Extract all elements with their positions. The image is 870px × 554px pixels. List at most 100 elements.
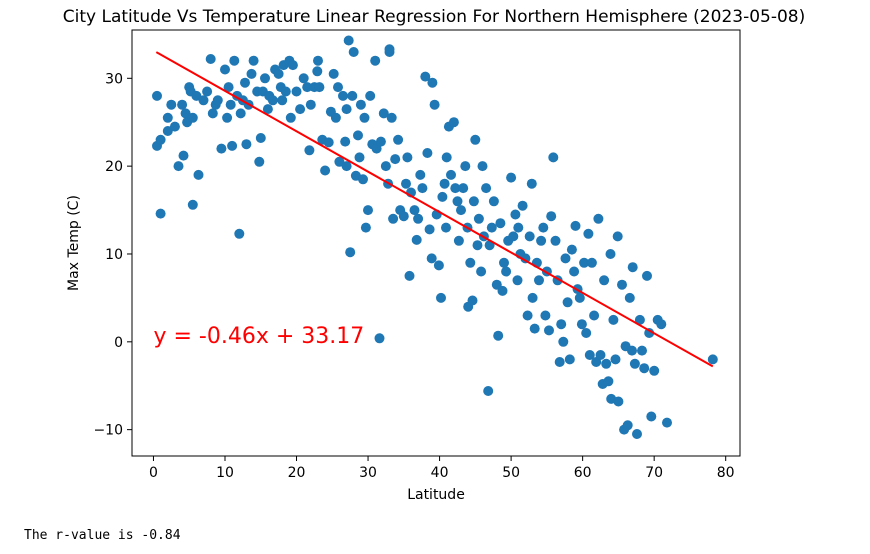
data-point [370, 55, 381, 66]
data-point [627, 345, 637, 356]
data-point [589, 310, 600, 321]
data-point [262, 104, 273, 115]
x-tick-label: 80 [717, 465, 735, 481]
data-point [473, 213, 484, 224]
data-point [544, 325, 554, 336]
data-point [304, 145, 315, 156]
data-point [152, 90, 162, 101]
data-point [629, 358, 640, 369]
data-point [548, 152, 559, 163]
data-point [524, 231, 535, 242]
scatter-points [152, 35, 718, 439]
data-point [404, 270, 415, 281]
data-point [608, 314, 619, 325]
data-point [570, 220, 581, 231]
data-point [599, 275, 610, 286]
data-point [644, 328, 655, 338]
data-point [402, 152, 413, 163]
data-point [220, 64, 230, 75]
data-point [302, 82, 313, 93]
data-point [622, 420, 633, 431]
data-point [193, 169, 204, 180]
data-point [467, 295, 478, 306]
data-point [448, 117, 459, 128]
data-point [341, 104, 352, 115]
data-point [378, 108, 389, 119]
data-point [227, 140, 238, 151]
data-point [355, 99, 366, 110]
data-point [512, 275, 523, 286]
x-tick-label: 20 [288, 465, 306, 481]
data-point [581, 328, 592, 338]
r-value-output: The r-value is -0.84 [24, 528, 181, 543]
y-axis-ticks: −10 0 10 20 30 [93, 71, 132, 439]
data-point [291, 86, 302, 97]
x-tick-label: 10 [216, 465, 234, 481]
data-point [446, 169, 456, 180]
data-point [501, 266, 512, 277]
data-point [235, 108, 246, 119]
y-tick-label: 0 [114, 335, 123, 351]
data-point [358, 174, 368, 185]
data-point [225, 99, 236, 110]
data-point [439, 178, 450, 189]
data-point [497, 285, 508, 296]
data-point [295, 104, 306, 115]
data-point [522, 310, 533, 321]
data-point [476, 266, 487, 277]
data-point [560, 253, 571, 264]
data-point [526, 178, 537, 189]
data-point [205, 54, 216, 64]
regression-line [155, 51, 714, 368]
data-point [365, 90, 376, 101]
data-point [312, 66, 323, 77]
data-point [155, 134, 166, 145]
data-point [380, 161, 391, 172]
data-point [538, 222, 549, 233]
data-point [330, 112, 341, 123]
data-point [627, 262, 638, 273]
data-point [338, 90, 348, 101]
x-tick-label: 40 [431, 465, 449, 481]
data-point [353, 130, 363, 141]
data-point [348, 47, 359, 57]
x-tick-label: 50 [502, 465, 520, 481]
data-point [187, 199, 198, 210]
data-point [605, 249, 616, 259]
data-point [393, 134, 404, 145]
data-point [601, 358, 612, 369]
data-point [488, 196, 499, 207]
data-point [313, 55, 323, 66]
data-point [610, 354, 621, 365]
data-point [234, 228, 245, 239]
data-point [427, 77, 438, 88]
data-point [437, 191, 448, 202]
data-point [401, 178, 411, 189]
data-point [398, 211, 409, 222]
data-point [345, 247, 356, 258]
data-point [574, 292, 585, 303]
data-point [422, 148, 433, 158]
data-point [603, 376, 614, 387]
data-point [285, 112, 296, 123]
data-point [634, 314, 645, 325]
data-point [470, 134, 481, 145]
data-point [517, 200, 528, 211]
data-point [460, 161, 471, 172]
data-point [409, 205, 420, 216]
data-point [417, 183, 428, 194]
data-point [178, 150, 189, 161]
data-point [499, 257, 509, 268]
data-point [493, 330, 504, 341]
data-point [347, 90, 358, 101]
data-point [564, 354, 575, 365]
data-point [566, 244, 577, 255]
data-point [486, 222, 497, 233]
data-point [550, 235, 561, 246]
y-tick-label: 30 [105, 71, 123, 87]
data-point [359, 112, 370, 123]
data-point [534, 275, 544, 286]
data-point [554, 357, 565, 367]
data-point [424, 224, 435, 235]
data-point [298, 73, 309, 84]
